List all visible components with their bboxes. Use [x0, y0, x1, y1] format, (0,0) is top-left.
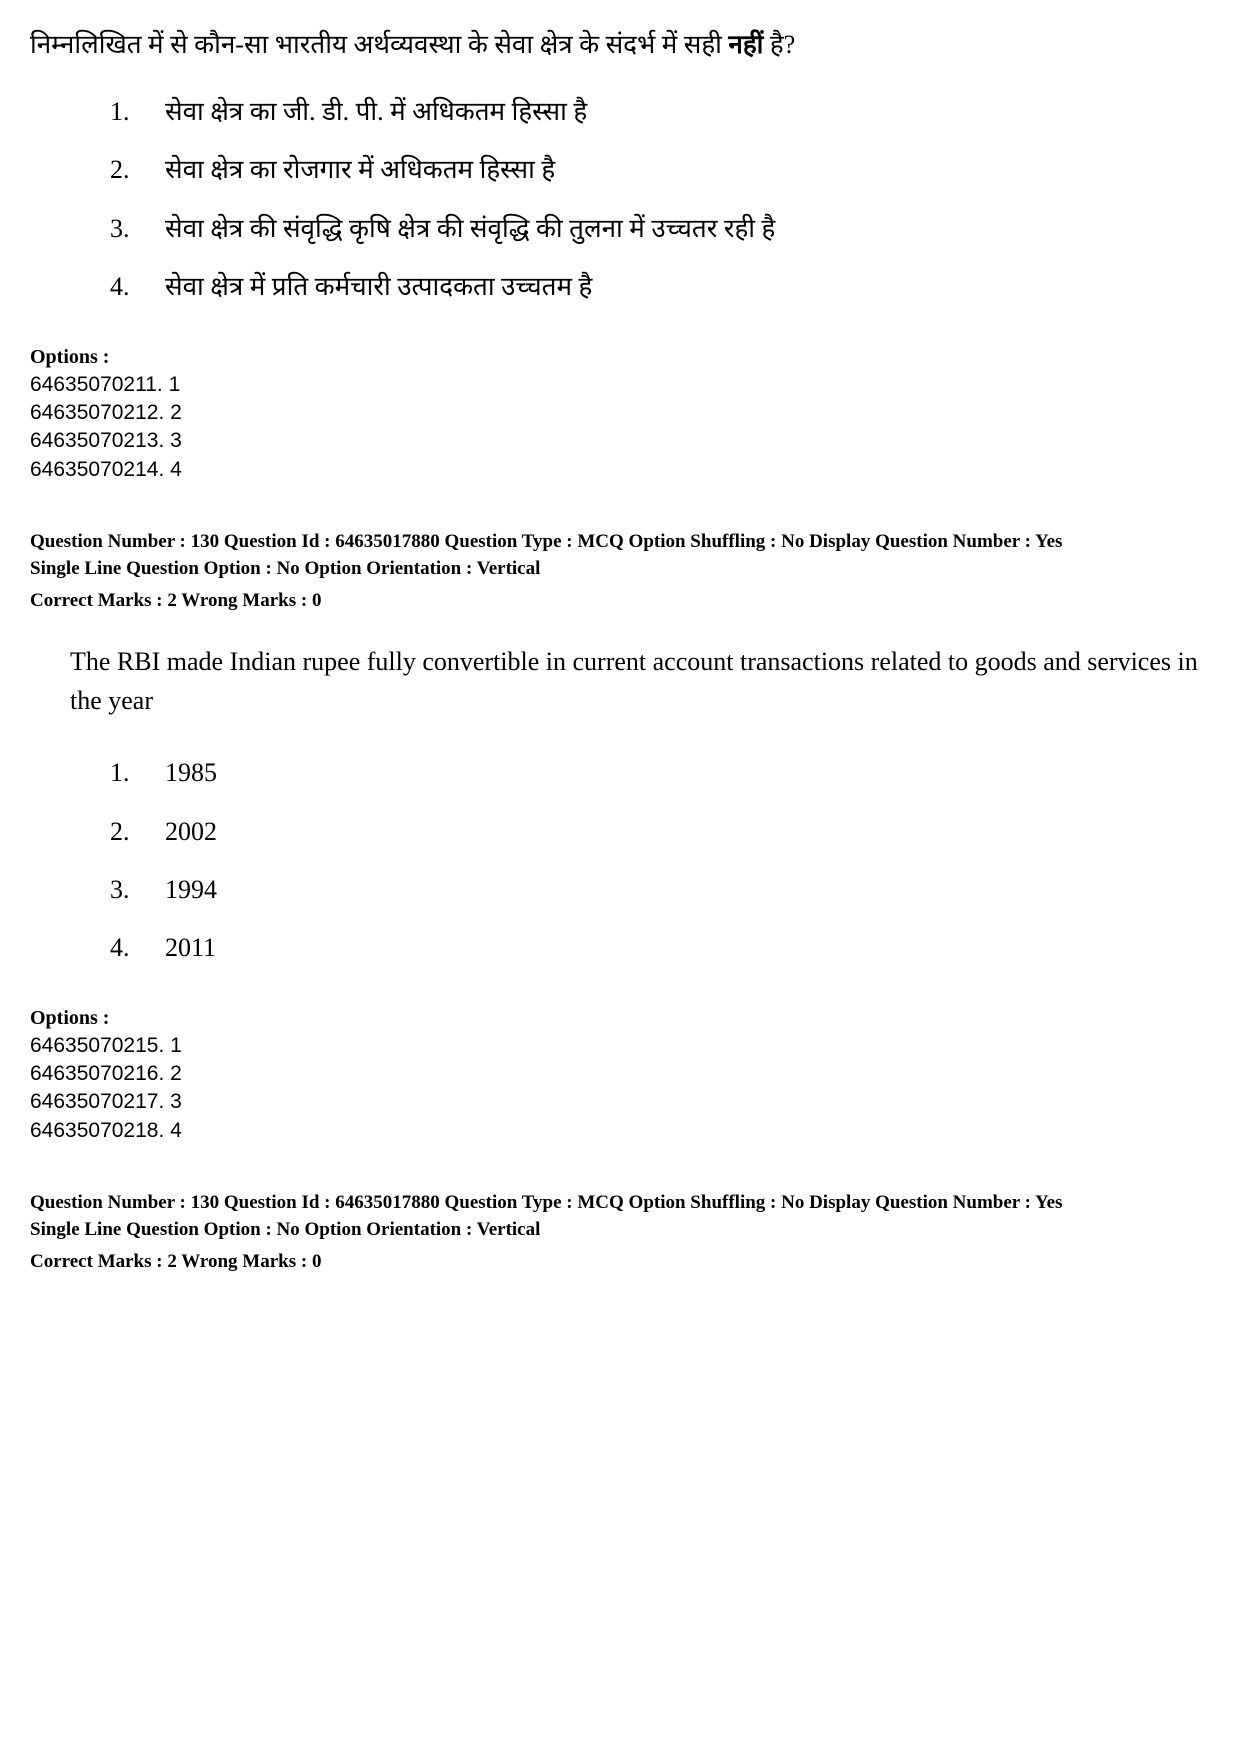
q1-item-2: 2. सेवा क्षेत्र का रोजगार में अधिकतम हिस… [110, 152, 1210, 188]
q1-stem-end: है? [763, 30, 795, 59]
q2-item-1-num: 1. [110, 755, 165, 791]
q2-item-3-text: 1994 [165, 872, 217, 908]
q1-stem-text: निम्नलिखित में से कौन-सा भारतीय अर्थव्यव… [30, 30, 728, 59]
q1-option-3: 64635070213. 3 [30, 427, 1210, 455]
q2-item-1-text: 1985 [165, 755, 217, 791]
q2-options-label: Options : [30, 1007, 1210, 1030]
question-stem-1: निम्नलिखित में से कौन-सा भारतीय अर्थव्यव… [30, 25, 1210, 64]
q1-item-4-num: 4. [110, 269, 165, 305]
meta-block-1: Question Number : 130 Question Id : 6463… [30, 529, 1210, 582]
q2-item-4: 4. 2011 [110, 930, 1210, 966]
q2-item-3-num: 3. [110, 872, 165, 908]
q2-option-1: 64635070215. 1 [30, 1032, 1210, 1060]
q2-item-2-text: 2002 [165, 814, 217, 850]
q2-item-3: 3. 1994 [110, 872, 1210, 908]
q1-item-1: 1. सेवा क्षेत्र का जी. डी. पी. में अधिकत… [110, 94, 1210, 130]
q2-option-3: 64635070217. 3 [30, 1088, 1210, 1116]
q2-item-4-num: 4. [110, 930, 165, 966]
q2-option-4: 64635070218. 4 [30, 1117, 1210, 1145]
q1-item-4-text: सेवा क्षेत्र में प्रति कर्मचारी उत्पादकत… [165, 269, 592, 305]
meta1-line2: Single Line Question Option : No Option … [30, 556, 1210, 583]
q1-item-3: 3. सेवा क्षेत्र की संवृद्धि कृषि क्षेत्र… [110, 211, 1210, 247]
q2-item-2-num: 2. [110, 814, 165, 850]
q1-answer-list: 1. सेवा क्षेत्र का जी. डी. पी. में अधिकत… [110, 94, 1210, 306]
q1-item-2-text: सेवा क्षेत्र का रोजगार में अधिकतम हिस्सा… [165, 152, 555, 188]
meta-block-2: Question Number : 130 Question Id : 6463… [30, 1190, 1210, 1243]
q1-item-1-text: सेवा क्षेत्र का जी. डी. पी. में अधिकतम ह… [165, 94, 587, 130]
q1-option-1: 64635070211. 1 [30, 371, 1210, 399]
q1-item-1-num: 1. [110, 94, 165, 130]
q2-item-4-text: 2011 [165, 930, 216, 966]
meta1-line1: Question Number : 130 Question Id : 6463… [30, 529, 1210, 556]
q1-item-3-num: 3. [110, 211, 165, 247]
meta2-line1: Question Number : 130 Question Id : 6463… [30, 1190, 1210, 1217]
q2-answer-list: 1. 1985 2. 2002 3. 1994 4. 2011 [110, 755, 1210, 967]
q2-item-2: 2. 2002 [110, 814, 1210, 850]
meta2-marks: Correct Marks : 2 Wrong Marks : 0 [30, 1251, 1210, 1273]
meta1-marks: Correct Marks : 2 Wrong Marks : 0 [30, 590, 1210, 612]
q1-item-4: 4. सेवा क्षेत्र में प्रति कर्मचारी उत्पा… [110, 269, 1210, 305]
q1-item-2-num: 2. [110, 152, 165, 188]
q1-option-2: 64635070212. 2 [30, 399, 1210, 427]
question-stem-2: The RBI made Indian rupee fully converti… [70, 642, 1210, 720]
q1-option-4: 64635070214. 4 [30, 456, 1210, 484]
meta2-line2: Single Line Question Option : No Option … [30, 1217, 1210, 1244]
q1-stem-bold: नहीं [728, 30, 763, 59]
q1-options-label: Options : [30, 346, 1210, 369]
q1-item-3-text: सेवा क्षेत्र की संवृद्धि कृषि क्षेत्र की… [165, 211, 775, 247]
q2-option-2: 64635070216. 2 [30, 1060, 1210, 1088]
q2-item-1: 1. 1985 [110, 755, 1210, 791]
